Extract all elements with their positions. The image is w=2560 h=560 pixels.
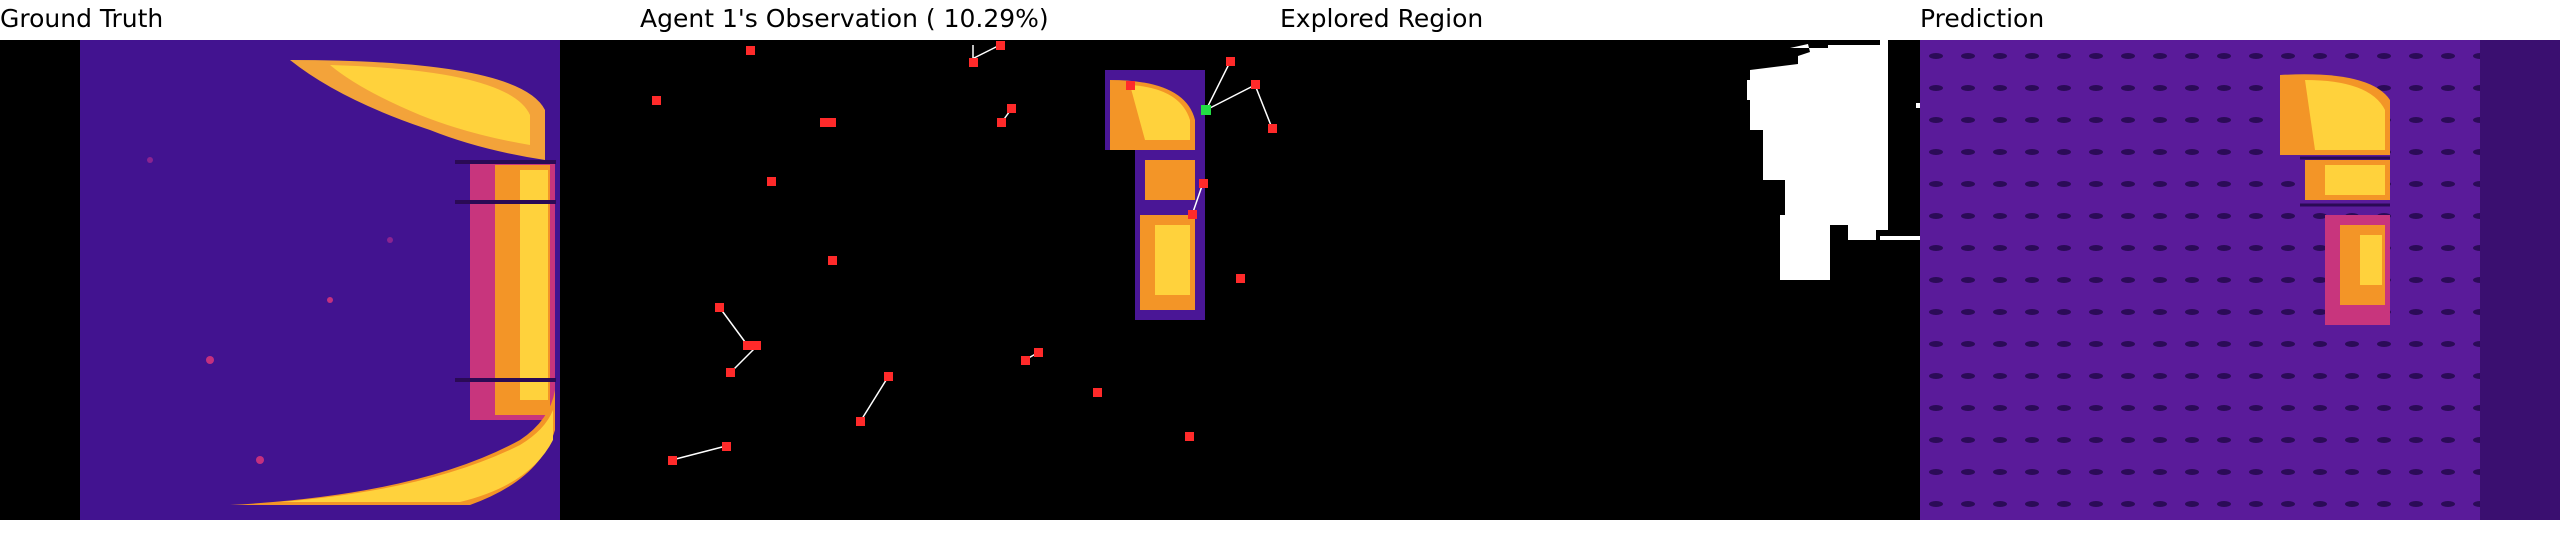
explored-speck (1880, 236, 1920, 240)
red-square-marker-icon (752, 341, 761, 350)
agent-path (1254, 84, 1273, 129)
prediction-grid-artifacts (1920, 40, 2480, 520)
red-square-marker-icon (1126, 81, 1135, 90)
ground-truth-hot-core-top (330, 65, 530, 145)
agent-path (969, 44, 1001, 61)
explored-area (1747, 40, 1888, 280)
red-square-marker-icon (1093, 388, 1102, 397)
ground-truth-hot-line-right (520, 170, 548, 400)
red-square-marker-icon (746, 46, 755, 55)
red-square-marker-icon (1251, 80, 1260, 89)
agent-path (719, 307, 749, 347)
red-square-marker-icon (1199, 179, 1208, 188)
ground-truth-title: Ground Truth (0, 4, 164, 33)
ground-truth-map (80, 40, 560, 520)
explored-region-panel (1280, 40, 1920, 520)
red-square-marker-icon (726, 368, 735, 377)
red-square-marker-icon (715, 303, 724, 312)
red-square-marker-icon (1021, 356, 1030, 365)
red-square-marker-icon (997, 118, 1006, 127)
observation-panel (640, 40, 1280, 520)
red-square-marker-icon (767, 177, 776, 186)
agent-path (1205, 84, 1256, 111)
prediction-right-edge (2480, 40, 2560, 520)
ground-truth-speckle (256, 456, 264, 464)
red-square-marker-icon (1188, 210, 1197, 219)
red-square-marker-icon (820, 118, 829, 127)
ground-truth-speckle (327, 297, 333, 303)
prediction-map (1920, 40, 2560, 520)
red-square-marker-icon (828, 256, 837, 265)
prediction-hot-core (2305, 80, 2385, 150)
prediction-hot-strip-highlight (2360, 235, 2382, 285)
red-square-marker-icon (856, 417, 865, 426)
red-square-marker-icon (827, 118, 836, 127)
agent-path (1191, 182, 1204, 216)
red-square-marker-icon (884, 372, 893, 381)
red-square-marker-icon (722, 442, 731, 451)
ground-truth-speckle (206, 356, 214, 364)
ground-truth-hot-core-bottom (280, 410, 553, 502)
prediction-hot-strip-core (2325, 165, 2385, 195)
explored-region-map (1747, 40, 1920, 280)
observation-title: Agent 1's Observation ( 10.29%) (640, 4, 1049, 33)
red-square-marker-icon (1034, 348, 1043, 357)
observed-hot-core (1130, 85, 1190, 140)
agent-markers (652, 41, 1277, 465)
agent-path (1205, 61, 1231, 111)
green-square-marker-icon (1201, 105, 1211, 115)
red-square-marker-icon (996, 41, 1005, 50)
red-square-marker-icon (1185, 432, 1194, 441)
prediction-title: Prediction (1920, 4, 2045, 33)
prediction-panel (1920, 40, 2560, 520)
ground-truth-speckle (147, 157, 153, 163)
observed-hot-strip (1145, 160, 1195, 200)
red-square-marker-icon (652, 96, 661, 105)
agent-path (671, 445, 727, 461)
explored-speck (1916, 103, 1920, 108)
ground-truth-speckle (387, 237, 393, 243)
red-square-marker-icon (1007, 104, 1016, 113)
ground-truth-panel (0, 40, 640, 520)
red-square-marker-icon (1226, 57, 1235, 66)
agent-path (859, 376, 889, 423)
explored-speck (1792, 208, 1794, 210)
red-square-marker-icon (969, 58, 978, 67)
red-square-marker-icon (1236, 274, 1245, 283)
observation-map (652, 41, 1277, 465)
red-square-marker-icon (668, 456, 677, 465)
observed-hot-strip-core (1155, 225, 1190, 295)
red-square-marker-icon (1268, 124, 1277, 133)
red-square-marker-icon (743, 341, 752, 350)
explored-region-title: Explored Region (1280, 4, 1484, 33)
